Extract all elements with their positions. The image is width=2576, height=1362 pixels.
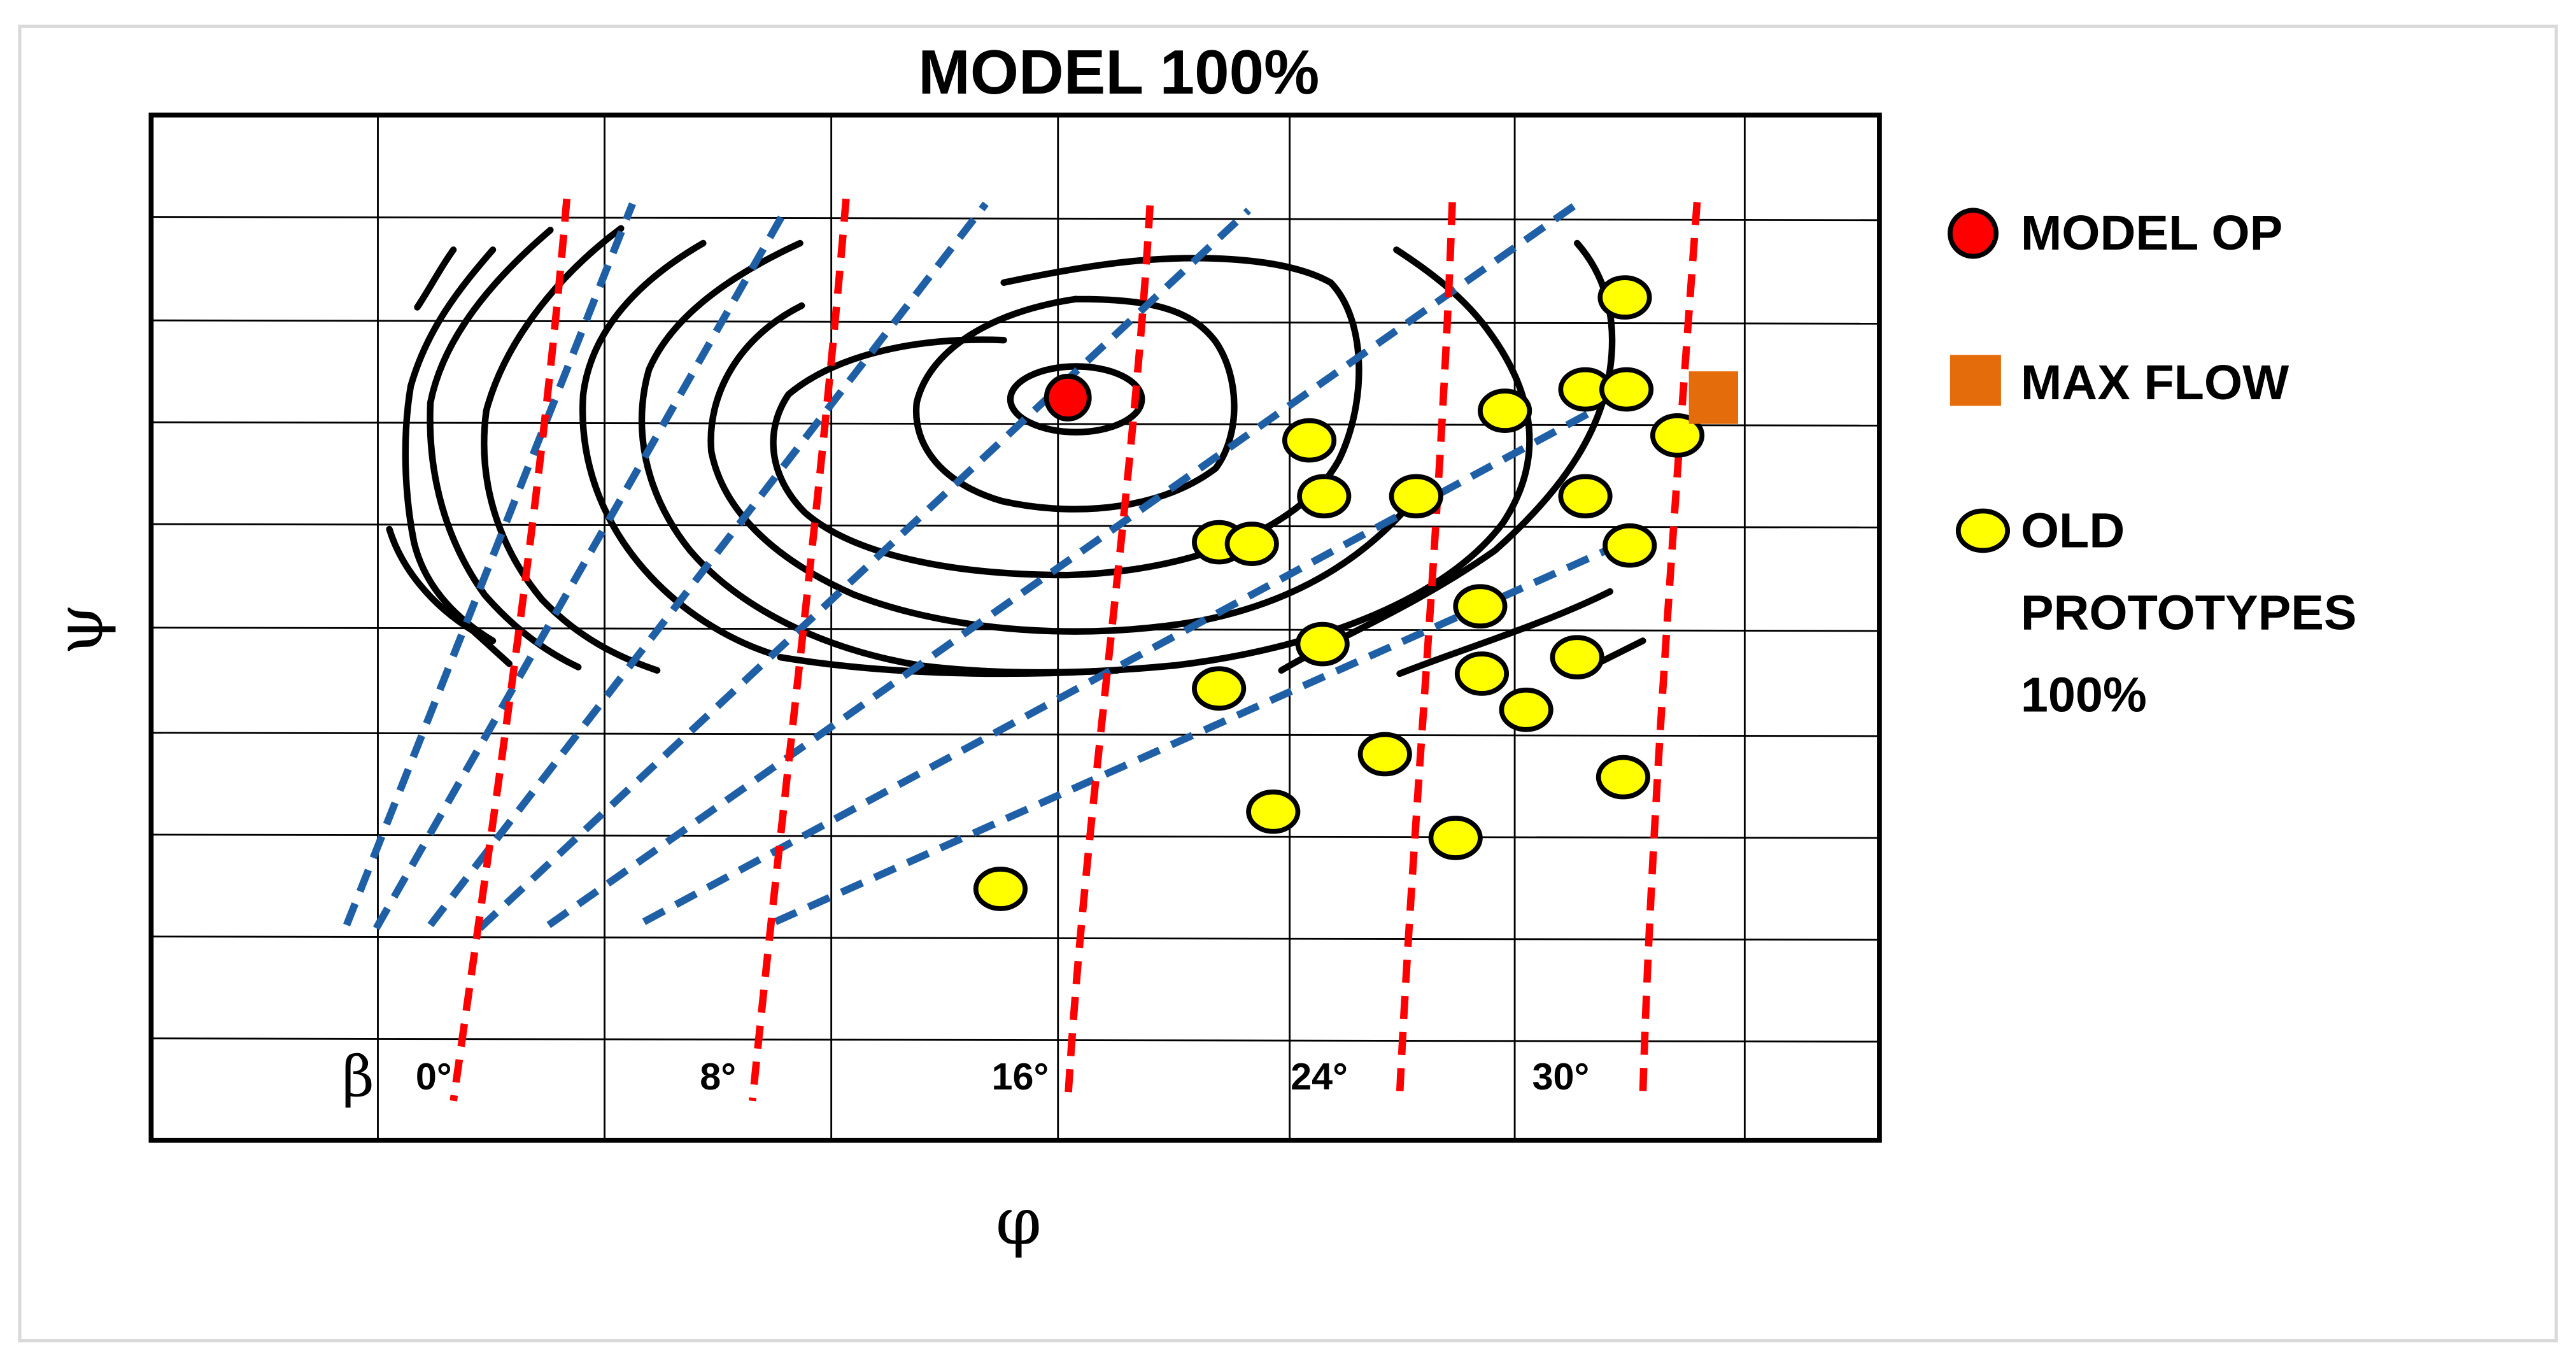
grid-line-horizontal — [151, 216, 1879, 222]
x-axis-label: φ — [996, 1183, 1042, 1259]
beta-label-24: 24° — [1291, 1055, 1348, 1098]
beta-line — [449, 198, 571, 1102]
legend-label-line: PROTOTYPES — [2021, 585, 2357, 640]
legend-label-line: OLD — [2021, 503, 2125, 558]
contour-line — [707, 302, 1417, 635]
old-prototype-point — [1389, 474, 1443, 519]
contour-line — [579, 239, 775, 658]
contour-line — [402, 246, 497, 644]
contour-line — [386, 525, 513, 667]
old-prototype-point — [1499, 687, 1553, 732]
old-prototype-point — [1603, 523, 1657, 568]
legend-label-model-op: MODEL OP — [2021, 206, 2282, 260]
plot-frame — [148, 112, 1882, 1143]
grid-line-horizontal — [151, 523, 1879, 528]
beta-label-16: 16° — [992, 1055, 1049, 1098]
contour-line — [912, 295, 1238, 513]
old-prototype-point — [1282, 418, 1337, 463]
old-prototype-point — [1558, 474, 1613, 519]
old-prototype-point — [1357, 732, 1412, 777]
old-prototype-point — [973, 867, 1028, 911]
beta-lines — [449, 198, 1701, 1102]
legend-label-max-flow: MAX FLOW — [2021, 355, 2289, 410]
beta-line — [1639, 201, 1701, 1095]
old-prototype-point — [1596, 755, 1650, 800]
dashed-line — [477, 208, 1252, 932]
beta-line — [749, 198, 850, 1102]
grid-line-horizontal — [151, 935, 1879, 941]
contour-line — [1007, 363, 1145, 436]
legend-swatch-old-prototypes — [1955, 508, 2011, 553]
beta-line — [1064, 205, 1154, 1102]
old-prototype-point — [1650, 413, 1705, 458]
legend-label-line: 100% — [2021, 667, 2147, 722]
contour-line — [481, 225, 661, 674]
beta-symbol: β — [342, 1044, 374, 1109]
legend-label-old-prototypes: OLD PROTOTYPES 100% — [2021, 503, 2370, 722]
old-prototype-point — [1428, 816, 1483, 860]
old-prototype-point — [1478, 388, 1532, 433]
old-prototype-point — [1295, 621, 1350, 667]
beta-line — [1396, 202, 1456, 1095]
old-prototype-point — [1550, 635, 1604, 679]
beta-label-30: 30° — [1532, 1055, 1589, 1098]
contour-line — [414, 246, 457, 311]
old-prototype-point — [1599, 367, 1654, 412]
legend-swatch-model-op — [1948, 208, 1999, 259]
old-prototype-point — [1246, 789, 1301, 834]
beta-label-8: 8° — [700, 1055, 736, 1098]
dashed-line — [343, 202, 636, 926]
contour-line — [1396, 588, 1613, 677]
grid-line-horizontal — [151, 834, 1879, 839]
old-prototype-point — [1597, 275, 1652, 320]
grid-line-horizontal — [151, 732, 1879, 737]
old-prototype-point — [1224, 521, 1279, 566]
old-prototype-point — [1453, 584, 1508, 629]
old-prototype-point — [1454, 651, 1510, 696]
dashed-line — [427, 201, 989, 928]
max-flow-point — [1688, 371, 1739, 424]
chart-title: MODEL 100% — [918, 37, 1319, 107]
model-op-point — [1044, 374, 1092, 422]
old-prototype-point — [1297, 474, 1352, 519]
markers — [973, 275, 1739, 911]
dashed-line — [372, 208, 789, 930]
grid-line-horizontal — [151, 1037, 1879, 1043]
dashed-line — [546, 201, 1580, 928]
legend: MODEL OP MAX FLOW OLD PROTOTYPES 100% — [1948, 206, 2370, 722]
old-prototype-point — [1192, 666, 1247, 711]
beta-label-0: 0° — [416, 1055, 452, 1098]
y-axis-label: ψ — [41, 604, 118, 655]
legend-swatch-max-flow — [1950, 355, 2001, 406]
